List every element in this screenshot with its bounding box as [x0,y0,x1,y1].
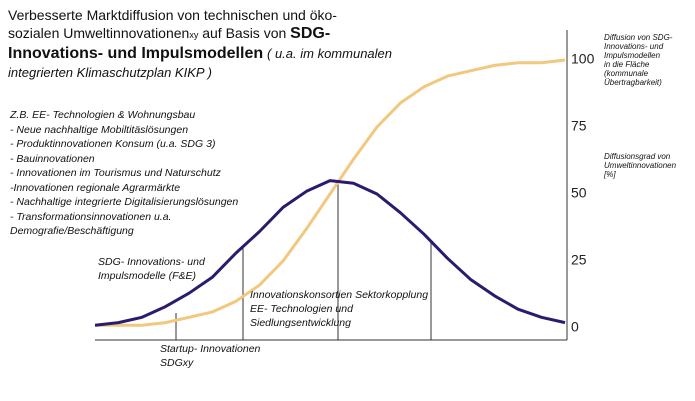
annotation-line: Impulsmodelle (F&E) [98,270,197,282]
annotation-line: SDG- Innovations- und [98,256,205,268]
annotation-line: in die Fläche [604,60,650,69]
annotation: SDG- Innovations- und Impulsmodelle (F&E) [98,255,205,283]
examples-heading: Z.B. EE- Technologien & Wohnungsbau [10,109,196,121]
annotation-line: [%] [604,170,616,179]
series-line [95,58,566,327]
title-part: SDG- [290,25,331,42]
annotation-line: Übertragbarkeit) [604,78,662,87]
title-part: integrierten Klimaschutzplan KIKP ) [8,65,213,80]
annotation-line: Impulsmodellen [604,51,661,60]
annotation-line: Siedlungsentwicklung [250,317,351,329]
example-item: - Nachhaltige integrierte Digitalisierun… [10,196,239,208]
title-part: Innovations- und Impulsmodellen [8,45,264,62]
annotation-line: Innovations- und [604,42,664,51]
title-part: auf Basis von [202,25,287,41]
annotation-line: (kommunale [604,69,649,78]
example-item: - Produktinnovationen Konsum (u.a. SDG 3… [10,138,216,150]
y-tick-label: 0 [571,319,579,335]
title-part: ( u.a. im kommunalen [267,46,393,61]
example-item: -Innovationen regionale Agrarmärkte [10,181,181,194]
y-tick-label: 25 [571,252,587,268]
annotation-line: Umweltinnovationen [604,161,677,170]
title-part: xy [189,30,199,40]
example-item: - Bauinnovationen [10,152,95,165]
example-item: Demografie/Beschäftigung [10,225,134,237]
annotation: Innovationskonsortien Sektorkopplung EE- … [250,288,428,330]
annotation-line: EE- Technologien und [250,303,353,315]
annotation-line: Innovationskonsortien Sektorkopplung [250,289,429,301]
annotation-line: Diffusionsgrad von [604,152,671,161]
annotation-line: Diffusion von SDG- [604,33,673,42]
title: Verbesserte Marktdiffusion von technisch… [8,6,392,82]
title-part: sozialen Umweltinnovationen [8,25,190,41]
annotation-line: SDGxy [160,357,194,369]
example-item: - Neue nachhaltige Mobiltitäslösungen [10,123,189,136]
side-label: Diffusion von SDG- Innovations- und Impuls… [604,33,672,87]
title-line: Verbesserte Marktdiffusion von technisch… [8,7,337,23]
y-tick-label: 75 [571,118,587,134]
series-line [94,179,566,327]
example-item: - Innovationen im Tourismus und Natursch… [10,167,221,179]
y-tick-label: 100 [571,51,595,67]
annotation: Startup- Innovationen SDGxy [160,342,260,370]
examples: Z.B. EE- Technologien & Wohnungsbau - Ne… [10,108,238,239]
example-item: - Transformationsinnovationen u.a. [10,210,172,223]
side-label: Diffusionsgrad von Umweltinnovationen [%] [604,152,676,179]
y-tick-label: 50 [571,185,587,201]
annotation-line: Startup- Innovationen [160,343,261,355]
